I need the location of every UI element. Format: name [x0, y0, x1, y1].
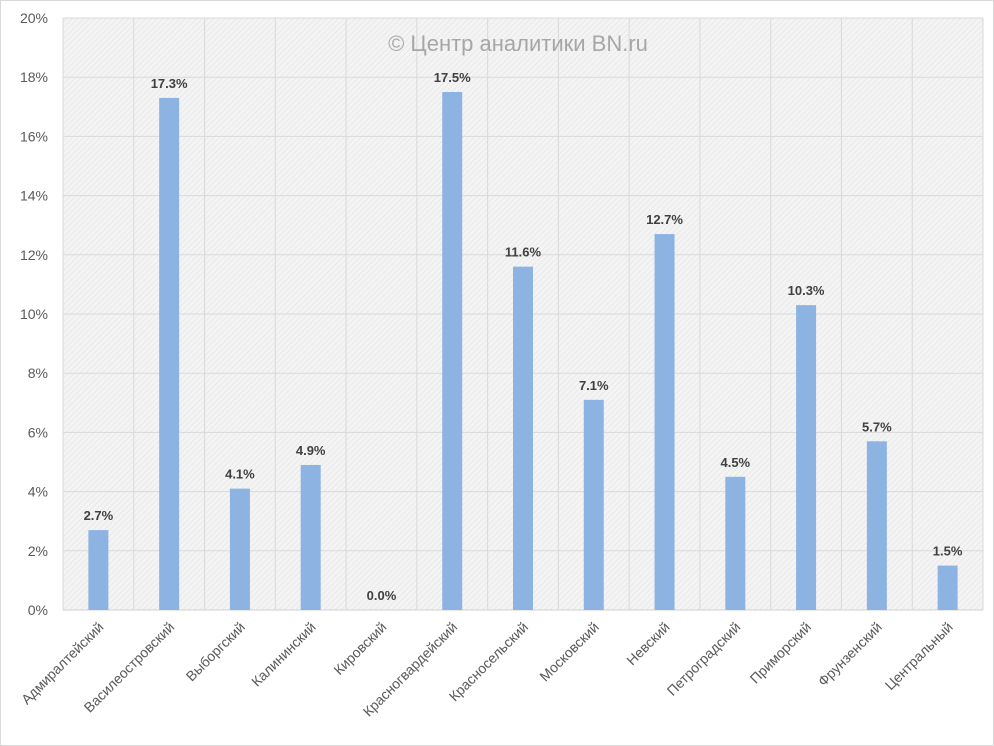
bar: [866, 441, 887, 610]
x-tick-label: Калининский: [248, 619, 319, 690]
bar: [654, 234, 675, 610]
data-label: 11.6%: [505, 245, 542, 260]
x-tick-label: Кировский: [330, 619, 389, 678]
data-label: 4.5%: [720, 455, 750, 470]
bar: [300, 464, 321, 610]
data-label: 7.1%: [579, 378, 609, 393]
bar: [937, 565, 958, 610]
y-tick-label: 14%: [20, 188, 48, 204]
y-tick-label: 12%: [20, 247, 48, 263]
bar: [583, 399, 604, 610]
data-label: 17.3%: [151, 76, 188, 91]
bar: [88, 530, 109, 610]
y-tick-label: 8%: [28, 365, 48, 381]
bar: [442, 92, 463, 610]
bar: [513, 266, 533, 610]
x-tick-label: Центральный: [882, 619, 956, 693]
data-label: 0.0%: [367, 588, 397, 603]
data-label: 10.3%: [788, 283, 825, 298]
bar: [725, 476, 746, 610]
data-label: 17.5%: [434, 70, 471, 85]
x-tick-label: Приморский: [747, 619, 815, 687]
data-label: 1.5%: [933, 544, 963, 559]
x-tick-label: Выборгский: [183, 619, 248, 684]
y-tick-label: 6%: [28, 424, 48, 440]
y-tick-label: 18%: [20, 69, 48, 85]
data-label: 5.7%: [862, 419, 892, 434]
y-tick-label: 20%: [20, 10, 48, 26]
bar: [229, 488, 250, 610]
y-tick-label: 16%: [20, 128, 48, 144]
x-tick-label: Фрунзенский: [815, 619, 885, 689]
y-tick-label: 0%: [28, 602, 48, 618]
data-label: 2.7%: [84, 508, 114, 523]
x-tick-label: Московский: [536, 619, 602, 685]
x-tick-label: Невский: [623, 619, 672, 668]
bar: [796, 305, 817, 610]
data-label: 4.1%: [225, 467, 255, 482]
x-tick-label: Петроградский: [664, 619, 744, 699]
watermark: © Центр аналитики BN.ru: [388, 31, 648, 56]
y-tick-label: 2%: [28, 543, 48, 559]
data-label: 12.7%: [646, 212, 683, 227]
y-tick-label: 4%: [28, 484, 48, 500]
bar: [159, 97, 180, 611]
y-tick-label: 10%: [20, 306, 48, 322]
data-label: 4.9%: [296, 443, 326, 458]
